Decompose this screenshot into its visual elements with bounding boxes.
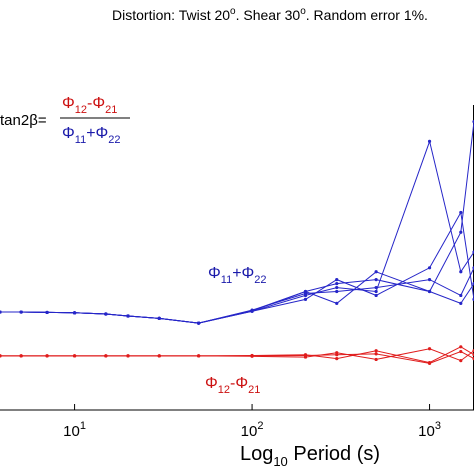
x-tick-label: 103 — [418, 420, 441, 440]
part: Log — [240, 443, 273, 465]
formula-lhs: tan2β= — [0, 112, 47, 129]
part: -Φ — [87, 95, 105, 112]
point — [374, 289, 378, 294]
point — [374, 352, 378, 356]
tick-exponent: 1 — [80, 420, 86, 432]
tick-base: 10 — [63, 423, 80, 440]
point — [72, 354, 77, 358]
title-sup: o — [300, 6, 306, 17]
point — [157, 316, 161, 320]
point — [335, 301, 339, 305]
point — [459, 301, 463, 305]
point — [45, 310, 49, 315]
point — [335, 285, 339, 290]
point — [335, 353, 339, 357]
tick-exponent: 2 — [257, 420, 263, 432]
annotation: Φ12-Φ21 — [205, 375, 260, 396]
point — [427, 361, 432, 365]
point — [335, 278, 339, 282]
point — [19, 310, 23, 314]
point — [374, 285, 378, 290]
point — [197, 354, 201, 358]
point — [374, 293, 378, 298]
point — [427, 278, 432, 282]
sub: 22 — [254, 274, 266, 286]
chart-title: Distortion: Twist 20o. Shear 30o. Random… — [112, 6, 428, 23]
tick-exponent: 3 — [435, 420, 441, 432]
point — [374, 270, 378, 274]
sub: 22 — [108, 134, 120, 146]
series-line — [0, 139, 474, 324]
sub: 10 — [273, 454, 287, 469]
point — [19, 354, 23, 358]
point — [157, 354, 161, 358]
point — [72, 311, 77, 315]
point — [427, 139, 432, 143]
point — [459, 230, 463, 234]
part: -Φ — [230, 375, 248, 392]
series-line — [0, 346, 474, 364]
formula-denominator: Φ11+Φ22 — [62, 125, 121, 146]
point — [335, 289, 339, 294]
point — [303, 353, 308, 358]
x-tick-label: 102 — [241, 420, 264, 440]
point — [459, 349, 463, 354]
x-tick-label: 101 — [63, 420, 86, 440]
point — [374, 278, 378, 282]
sub: 12 — [218, 384, 230, 396]
series-line — [0, 350, 474, 364]
tick-base: 10 — [418, 423, 435, 440]
title-part: Distortion: Twist 20 — [112, 7, 230, 23]
point — [126, 314, 130, 318]
point — [335, 357, 339, 361]
point — [459, 345, 463, 349]
point — [427, 266, 432, 270]
point — [427, 347, 432, 351]
point — [250, 308, 254, 312]
part: +Φ — [232, 265, 254, 282]
part: Φ — [62, 125, 75, 142]
part: Φ — [205, 375, 218, 392]
point — [303, 291, 308, 296]
title-part: . Random error 1%. — [306, 7, 428, 23]
sub: 11 — [221, 274, 232, 286]
point — [459, 270, 463, 274]
sub: 21 — [248, 384, 260, 396]
point — [459, 210, 463, 215]
title-part: . Shear 30 — [236, 7, 301, 23]
point — [104, 312, 108, 316]
point — [427, 289, 432, 294]
part: Period (s) — [288, 443, 380, 465]
point — [0, 310, 2, 314]
part: Φ — [62, 95, 75, 112]
point — [104, 354, 108, 358]
point — [335, 282, 339, 286]
point — [459, 359, 463, 363]
point — [126, 354, 130, 358]
point — [45, 354, 49, 358]
point — [374, 349, 378, 353]
x-axis-label: Log10 Period (s) — [240, 443, 380, 469]
part: Φ — [208, 265, 221, 282]
tick-base: 10 — [241, 423, 258, 440]
point — [250, 354, 254, 358]
sub: 21 — [105, 104, 117, 116]
formula-numerator: Φ12-Φ21 — [62, 95, 117, 116]
sub: 11 — [75, 134, 86, 146]
sub: 12 — [75, 104, 87, 116]
point — [0, 354, 2, 358]
point — [374, 357, 378, 362]
point — [459, 293, 463, 298]
annotation: Φ11+Φ22 — [208, 265, 267, 286]
part: +Φ — [86, 125, 108, 142]
title-sup: o — [230, 6, 236, 17]
series-line — [0, 121, 474, 324]
point — [303, 297, 308, 301]
point — [197, 321, 201, 325]
